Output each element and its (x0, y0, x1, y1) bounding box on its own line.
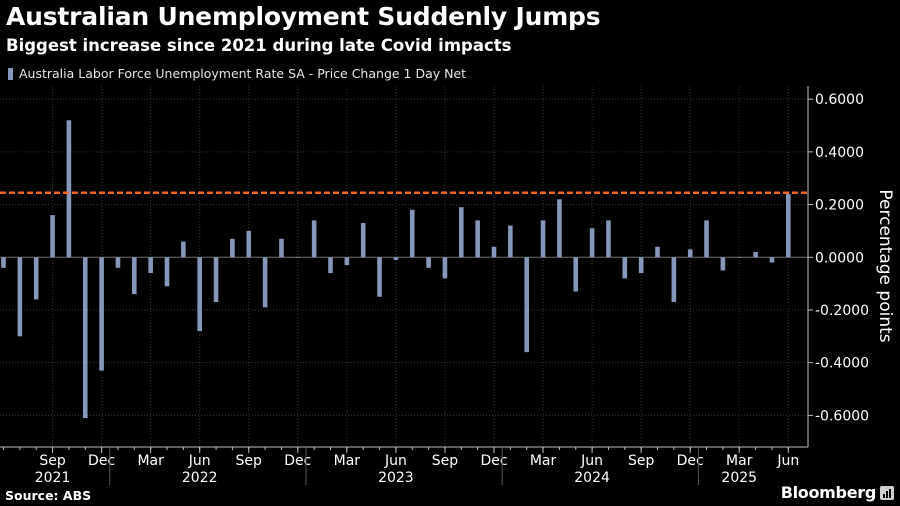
bar (442, 257, 448, 279)
x-year-label: 2024 (574, 470, 610, 486)
brand-logo: Bloomberg (781, 483, 894, 502)
bar (181, 241, 186, 258)
x-tick-label: Mar (334, 453, 361, 469)
bar-chart-icon (880, 485, 894, 500)
bar (589, 228, 595, 258)
legend-swatch (8, 67, 13, 80)
bar (262, 257, 268, 308)
bar (82, 257, 88, 419)
y-tick-label: -0.2000 (815, 303, 869, 319)
x-tick-label: Dec (88, 453, 115, 469)
x-tick-label: Sep (236, 453, 263, 469)
x-year-label: 2025 (721, 470, 757, 486)
bar (197, 257, 202, 332)
bar (671, 257, 677, 303)
bar (409, 209, 415, 258)
brand-name: Bloomberg (780, 483, 877, 502)
bar (786, 194, 791, 258)
x-tick-label: Jun (580, 453, 603, 469)
bar (115, 257, 121, 268)
x-tick-label: Jun (776, 453, 799, 469)
bar (148, 257, 153, 274)
bar (426, 257, 431, 268)
bar (230, 238, 235, 258)
bar (687, 249, 693, 258)
x-tick-label: Jun (384, 453, 407, 469)
bar (344, 257, 350, 266)
bar (753, 252, 758, 258)
x-year-label: 2023 (378, 470, 414, 486)
x-tick-label: Sep (432, 453, 459, 469)
bar (164, 257, 170, 287)
x-tick-label: Mar (726, 453, 753, 469)
bar (1, 257, 6, 268)
legend: Australia Labor Force Unemployment Rate … (8, 66, 466, 81)
bar (704, 220, 709, 258)
bar (33, 257, 39, 300)
grid-layer (0, 86, 808, 447)
x-tick-label: Mar (530, 453, 557, 469)
x-tick-label: Mar (137, 453, 164, 469)
source-note: Source: ABS (5, 488, 92, 503)
bar (279, 238, 284, 258)
x-year-label: 2022 (182, 470, 218, 486)
bar (99, 257, 104, 371)
bar (655, 246, 660, 258)
x-tick-label: Sep (628, 453, 655, 469)
bar (377, 257, 382, 297)
bar (508, 225, 513, 258)
bar (524, 257, 529, 353)
bar (736, 257, 742, 258)
x-tick-label: Dec (480, 453, 507, 469)
y-tick-label: -0.4000 (815, 356, 869, 372)
chart-title: Australian Unemployment Suddenly Jumps (6, 2, 601, 31)
bar (459, 207, 464, 258)
y-tick-label: -0.6000 (815, 408, 869, 424)
bar (66, 120, 72, 258)
bar (393, 257, 399, 260)
x-tick-label: Sep (39, 453, 66, 469)
x-tick-label: Dec (677, 453, 704, 469)
bar (246, 230, 252, 258)
bar (328, 257, 333, 274)
bar (638, 257, 644, 274)
bar (295, 257, 301, 258)
y-tick-label: 0.4000 (815, 145, 864, 161)
bar (491, 246, 497, 258)
bar-layer (1, 120, 791, 419)
bar (540, 220, 546, 258)
y-tick-label: 0.2000 (815, 198, 864, 214)
y-axis-title: Percentage points (875, 189, 895, 343)
x-year-label: 2021 (35, 470, 71, 486)
bar (360, 223, 366, 258)
axis-layer: 0.6000 0.4000 0.2000 0.0000 -0.2000 -0.4000 -0… (0, 86, 869, 486)
bar (769, 257, 775, 263)
bar (311, 220, 317, 258)
bar (720, 257, 726, 271)
x-tick-label: Jun (188, 453, 211, 469)
bar (213, 257, 219, 303)
bar (622, 257, 628, 279)
x-tick-label: Dec (284, 453, 311, 469)
y-tick-label: 0.0000 (815, 250, 864, 266)
bar (557, 199, 562, 258)
bar (606, 220, 611, 258)
y-tick-label: 0.6000 (815, 92, 864, 108)
bar (132, 257, 137, 295)
legend-label: Australia Labor Force Unemployment Rate … (19, 66, 467, 81)
bar (573, 257, 579, 292)
bar (50, 215, 55, 258)
bar (475, 220, 480, 258)
chart-subtitle: Biggest increase since 2021 during late … (6, 36, 512, 55)
bar (17, 257, 23, 337)
